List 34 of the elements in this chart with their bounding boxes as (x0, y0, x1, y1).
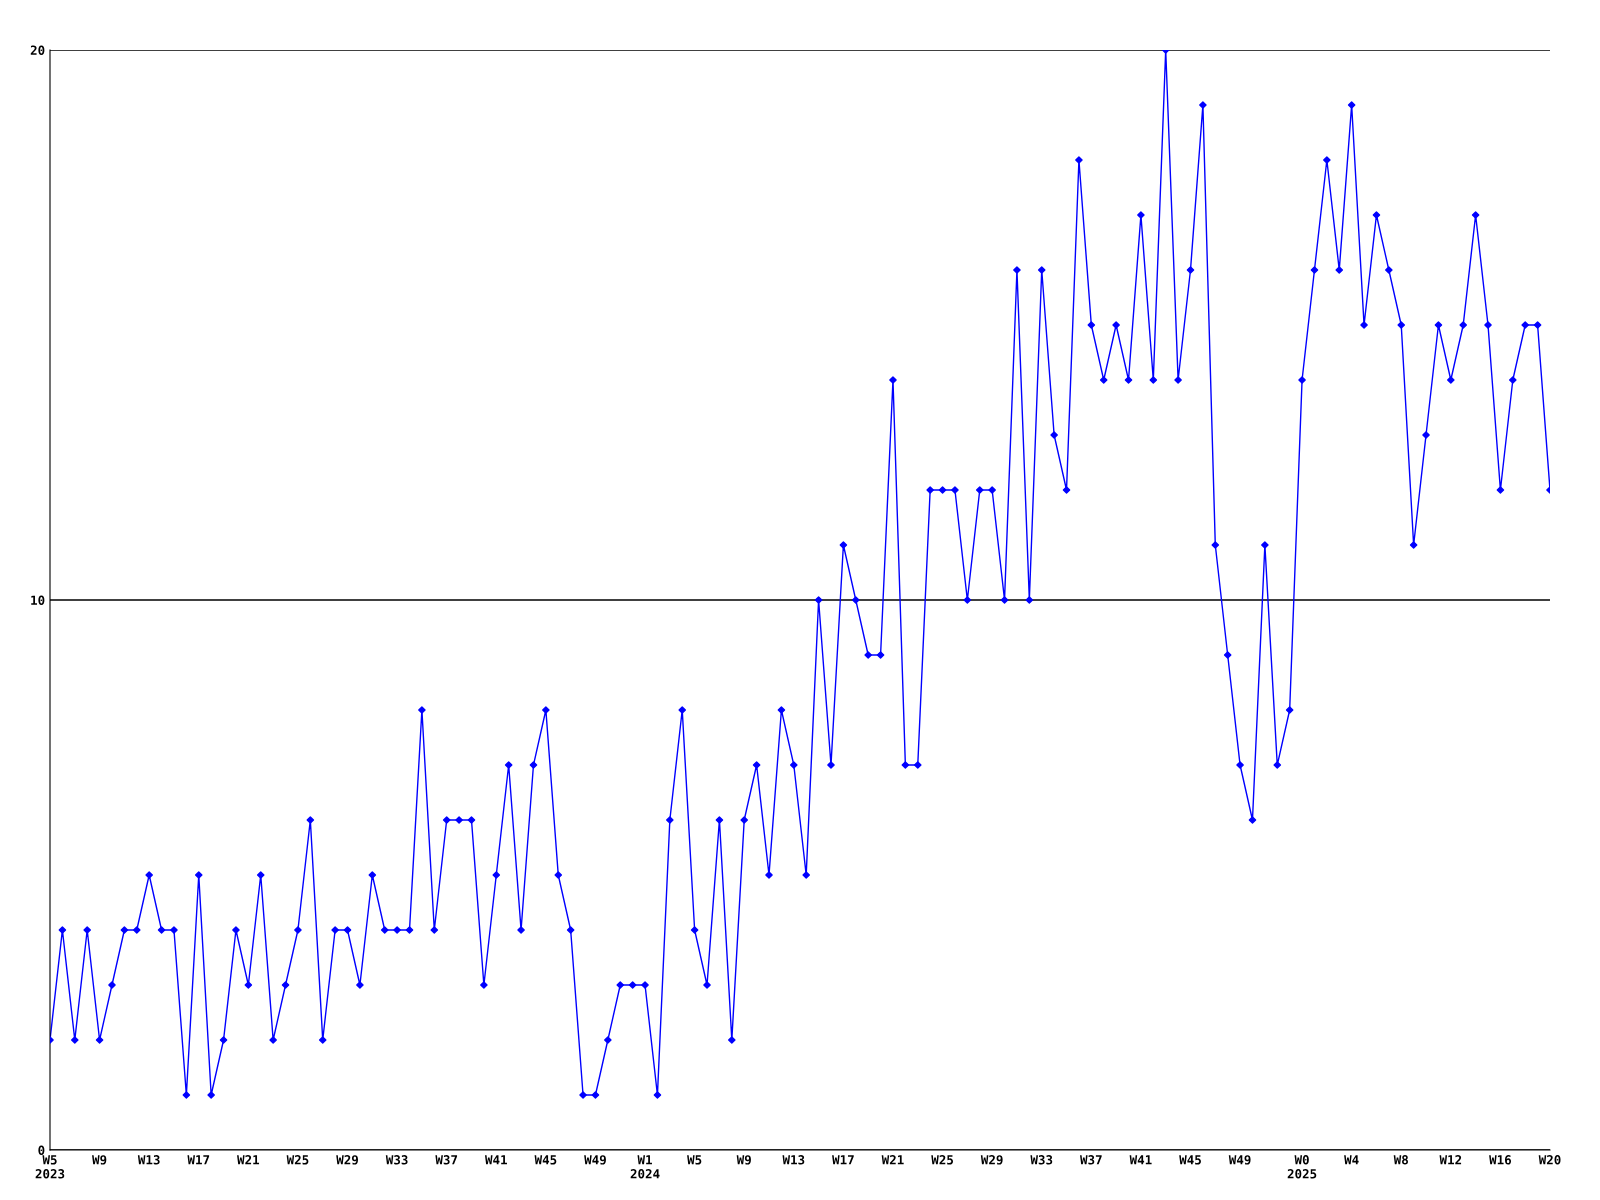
x-tick-label: W9 (736, 1155, 751, 1165)
x-tick-label: W13 (782, 1155, 805, 1165)
x-tick-label: W49 (584, 1155, 606, 1165)
y-tick-label: 0 (38, 1145, 45, 1155)
x-tick-label: W16 (1489, 1155, 1512, 1165)
x-tick-label: W41 (484, 1155, 507, 1165)
x-tick-label: W45 (534, 1155, 557, 1165)
x-tick-label: W37 (1080, 1155, 1102, 1165)
x-tick-label: W25 (286, 1155, 309, 1165)
x-tick-label: W20 (1538, 1155, 1561, 1165)
x-tick-label: W41 (1129, 1155, 1152, 1165)
x-tick-label: W13 (137, 1155, 160, 1165)
x-tick-label: W5 (687, 1155, 702, 1165)
x-tick-label: W49 (1228, 1155, 1251, 1165)
x-tick-label: W25 (931, 1155, 953, 1165)
x-tick-label: W8 (1393, 1155, 1408, 1165)
x-tick-label: W45 (1179, 1155, 1201, 1165)
x-tick-label: W17 (832, 1155, 854, 1165)
x-tick-label: W9 (92, 1155, 107, 1165)
y-tick-label: 10 (31, 595, 45, 605)
x-tick-label: W5 2023 (35, 1155, 65, 1179)
x-tick-label: W37 (435, 1155, 458, 1165)
x-tick-label: W21 (237, 1155, 260, 1165)
x-tick-label: W21 (881, 1155, 904, 1165)
x-tick-label: W4 (1344, 1155, 1359, 1165)
x-tick-label: W29 (336, 1155, 359, 1165)
x-tick-label: W1 2024 (630, 1155, 660, 1179)
y-tick-label: 20 (30, 45, 45, 55)
x-tick-label: W29 (980, 1155, 1003, 1165)
x-tick-label: W33 (1030, 1155, 1053, 1165)
x-tick-label: W0 2025 (1287, 1155, 1317, 1179)
x-tick-label: W12 (1439, 1155, 1462, 1165)
x-tick-label: W17 (187, 1155, 210, 1165)
x-tick-label: W33 (385, 1155, 408, 1165)
